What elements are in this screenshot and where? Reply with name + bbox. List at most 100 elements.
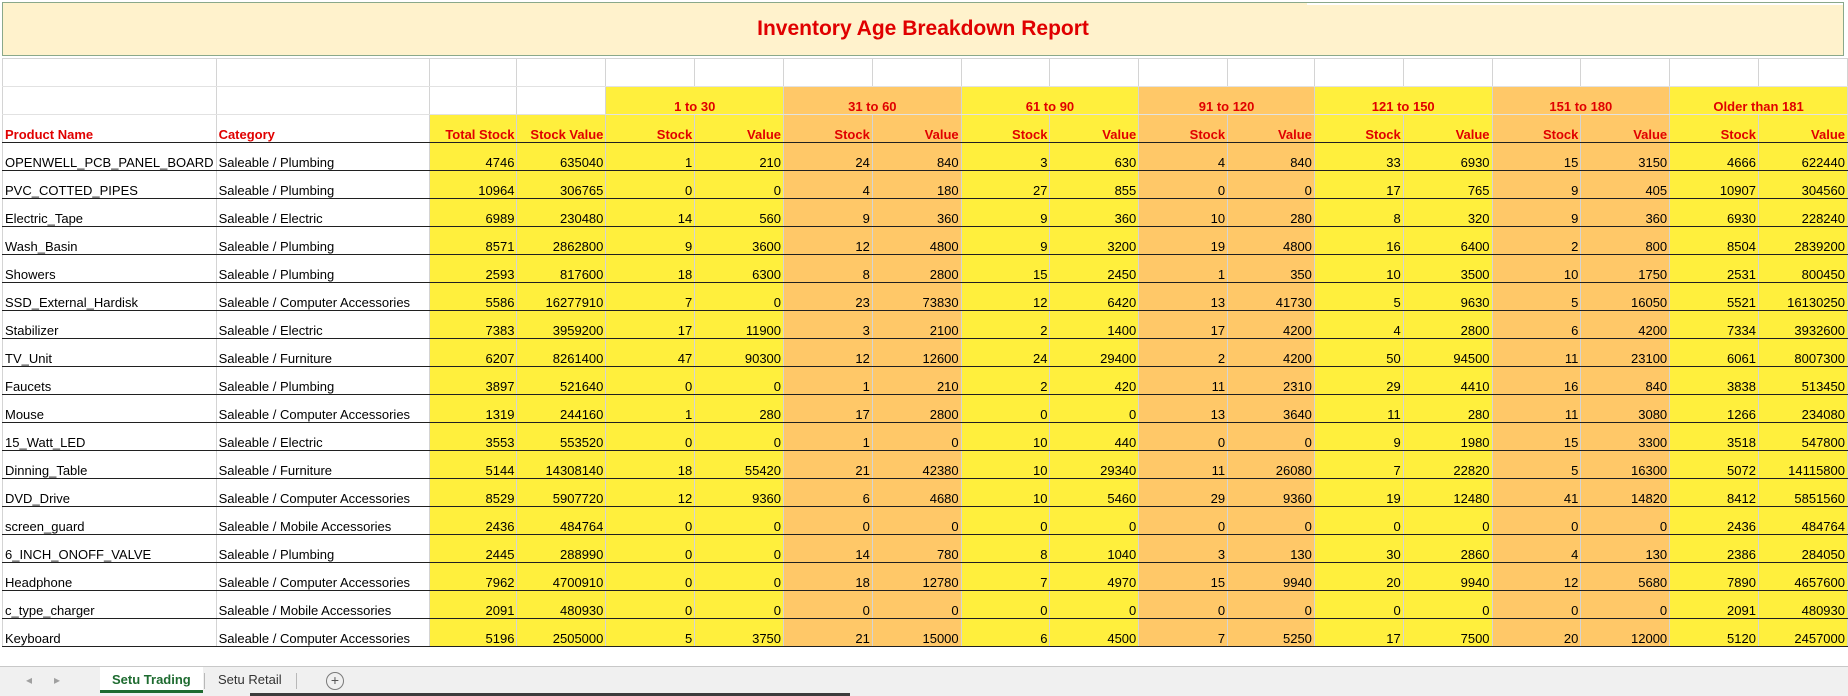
bucket-value-cell[interactable]: 2100 bbox=[871, 310, 962, 339]
header-value[interactable]: Value bbox=[694, 114, 785, 143]
bucket-value-cell[interactable]: 180 bbox=[871, 170, 962, 199]
bucket-value-cell[interactable]: 4500 bbox=[1049, 618, 1140, 647]
product-name-cell[interactable]: c_type_charger bbox=[2, 590, 217, 619]
bucket-stock-cell[interactable]: 0 bbox=[1313, 590, 1404, 619]
bucket-stock-cell[interactable]: 17 bbox=[1313, 618, 1404, 647]
bucket-stock-cell[interactable]: 30 bbox=[1313, 534, 1404, 563]
bucket-stock-cell[interactable]: 18 bbox=[783, 562, 873, 591]
empty-cell[interactable] bbox=[516, 86, 607, 115]
product-name-cell[interactable]: Dinning_Table bbox=[2, 450, 217, 479]
table-row[interactable]: Showers Saleable / Plumbing 2593 817600 18 63… bbox=[2, 254, 1848, 283]
total-stock-cell[interactable]: 10964 bbox=[428, 170, 518, 199]
bucket-stock-cell[interactable]: 15 bbox=[1491, 142, 1582, 171]
bucket-value-cell[interactable]: 4657600 bbox=[1757, 562, 1848, 591]
product-name-cell[interactable]: DVD_Drive bbox=[2, 478, 217, 507]
bucket-value-cell[interactable]: 4800 bbox=[871, 226, 962, 255]
bucket-stock-cell[interactable]: 11 bbox=[1491, 394, 1582, 423]
empty-cell[interactable] bbox=[605, 58, 696, 87]
bucket-stock-cell[interactable]: 17 bbox=[1138, 310, 1229, 339]
bucket-value-cell[interactable]: 1040 bbox=[1049, 534, 1140, 563]
category-cell[interactable]: Saleable / Computer Accessories bbox=[215, 618, 430, 647]
bucket-stock-cell[interactable]: 8 bbox=[1313, 198, 1404, 227]
tab-setu-trading[interactable]: Setu Trading bbox=[100, 667, 203, 693]
bucket-stock-cell[interactable]: 0 bbox=[783, 506, 873, 535]
category-cell[interactable]: Saleable / Computer Accessories bbox=[215, 478, 430, 507]
bucket-value-cell[interactable]: 484764 bbox=[1757, 506, 1848, 535]
total-stock-cell[interactable]: 2091 bbox=[428, 590, 518, 619]
table-row[interactable]: Electric_Tape Saleable / Electric 6989 2304… bbox=[2, 198, 1848, 227]
stock-value-cell[interactable]: 3959200 bbox=[516, 310, 607, 339]
bucket-value-cell[interactable]: 2800 bbox=[871, 254, 962, 283]
table-row[interactable]: Mouse Saleable / Computer Accessories 1319… bbox=[2, 394, 1848, 423]
bucket-stock-cell[interactable]: 5 bbox=[1491, 450, 1582, 479]
product-name-cell[interactable]: screen_guard bbox=[2, 506, 217, 535]
bucket-stock-cell[interactable]: 9 bbox=[783, 198, 873, 227]
bucket-stock-cell[interactable]: 8 bbox=[960, 534, 1051, 563]
bucket-stock-cell[interactable]: 24 bbox=[960, 338, 1051, 367]
product-name-cell[interactable]: OPENWELL_PCB_PANEL_BOARD bbox=[2, 142, 217, 171]
bucket-stock-cell[interactable]: 12 bbox=[1491, 562, 1582, 591]
product-name-cell[interactable]: 15_Watt_LED bbox=[2, 422, 217, 451]
bucket-stock-cell[interactable]: 10 bbox=[960, 422, 1051, 451]
header-stock[interactable]: Stock bbox=[1669, 114, 1759, 143]
bucket-value-cell[interactable]: 4200 bbox=[1227, 310, 1315, 339]
tab-setu-retail[interactable]: Setu Retail bbox=[218, 672, 282, 687]
product-name-cell[interactable]: Showers bbox=[2, 254, 217, 283]
stock-value-cell[interactable]: 16277910 bbox=[516, 282, 607, 311]
bucket-stock-cell[interactable]: 10 bbox=[1313, 254, 1404, 283]
bucket-stock-cell[interactable]: 0 bbox=[1138, 170, 1229, 199]
bucket-value-cell[interactable]: 210 bbox=[694, 142, 785, 171]
product-name-cell[interactable]: Wash_Basin bbox=[2, 226, 217, 255]
product-name-cell[interactable]: 6_INCH_ONOFF_VALVE bbox=[2, 534, 217, 563]
category-cell[interactable]: Saleable / Computer Accessories bbox=[215, 282, 430, 311]
stock-value-cell[interactable]: 817600 bbox=[516, 254, 607, 283]
age-band-header[interactable]: 91 to 120 bbox=[1138, 86, 1315, 115]
category-cell[interactable]: Saleable / Plumbing bbox=[215, 226, 430, 255]
bucket-stock-cell[interactable]: 1266 bbox=[1669, 394, 1759, 423]
bucket-stock-cell[interactable]: 15 bbox=[960, 254, 1051, 283]
add-sheet-icon[interactable]: + bbox=[326, 672, 344, 690]
bucket-stock-cell[interactable]: 6 bbox=[783, 478, 873, 507]
bucket-value-cell[interactable]: 2860 bbox=[1402, 534, 1493, 563]
bucket-stock-cell[interactable]: 7 bbox=[1138, 618, 1229, 647]
bucket-stock-cell[interactable]: 33 bbox=[1313, 142, 1404, 171]
bucket-value-cell[interactable]: 0 bbox=[1049, 394, 1140, 423]
stock-value-cell[interactable]: 484764 bbox=[516, 506, 607, 535]
bucket-value-cell[interactable]: 0 bbox=[694, 534, 785, 563]
bucket-value-cell[interactable]: 360 bbox=[871, 198, 962, 227]
bucket-value-cell[interactable]: 3300 bbox=[1580, 422, 1671, 451]
bucket-value-cell[interactable]: 12600 bbox=[871, 338, 962, 367]
bucket-value-cell[interactable]: 1750 bbox=[1580, 254, 1671, 283]
bucket-stock-cell[interactable]: 50 bbox=[1313, 338, 1404, 367]
header-value[interactable]: Value bbox=[1227, 114, 1315, 143]
bucket-stock-cell[interactable]: 2 bbox=[960, 366, 1051, 395]
bucket-value-cell[interactable]: 4680 bbox=[871, 478, 962, 507]
bucket-value-cell[interactable]: 14820 bbox=[1580, 478, 1671, 507]
total-stock-cell[interactable]: 3897 bbox=[428, 366, 518, 395]
bucket-value-cell[interactable]: 9630 bbox=[1402, 282, 1493, 311]
category-cell[interactable]: Saleable / Furniture bbox=[215, 338, 430, 367]
bucket-value-cell[interactable]: 765 bbox=[1402, 170, 1493, 199]
bucket-value-cell[interactable]: 840 bbox=[1227, 142, 1315, 171]
bucket-value-cell[interactable]: 26080 bbox=[1227, 450, 1315, 479]
stock-value-cell[interactable]: 8261400 bbox=[516, 338, 607, 367]
bucket-value-cell[interactable]: 234080 bbox=[1757, 394, 1848, 423]
bucket-stock-cell[interactable]: 9 bbox=[960, 198, 1051, 227]
bucket-stock-cell[interactable]: 12 bbox=[960, 282, 1051, 311]
bucket-value-cell[interactable]: 2450 bbox=[1049, 254, 1140, 283]
bucket-stock-cell[interactable]: 11 bbox=[1313, 394, 1404, 423]
bucket-stock-cell[interactable]: 11 bbox=[1491, 338, 1582, 367]
bucket-value-cell[interactable]: 2457000 bbox=[1757, 618, 1848, 647]
bucket-stock-cell[interactable]: 5 bbox=[1313, 282, 1404, 311]
bucket-stock-cell[interactable]: 8412 bbox=[1669, 478, 1759, 507]
bucket-stock-cell[interactable]: 24 bbox=[783, 142, 873, 171]
bucket-value-cell[interactable]: 4410 bbox=[1402, 366, 1493, 395]
table-row[interactable]: Dinning_Table Saleable / Furniture 5144 143… bbox=[2, 450, 1848, 479]
header-stock[interactable]: Stock bbox=[605, 114, 696, 143]
header-product-name[interactable]: Product Name bbox=[2, 114, 217, 143]
bucket-stock-cell[interactable]: 7 bbox=[605, 282, 696, 311]
bucket-stock-cell[interactable]: 19 bbox=[1313, 478, 1404, 507]
bucket-value-cell[interactable]: 280 bbox=[1227, 198, 1315, 227]
bucket-stock-cell[interactable]: 1 bbox=[605, 394, 696, 423]
bucket-value-cell[interactable]: 0 bbox=[694, 506, 785, 535]
